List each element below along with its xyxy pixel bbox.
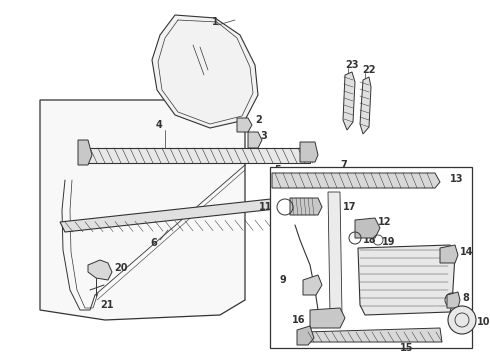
Text: 6: 6 — [150, 238, 157, 248]
Polygon shape — [343, 72, 355, 130]
Text: 3: 3 — [260, 131, 267, 141]
Text: 2: 2 — [255, 115, 262, 125]
Polygon shape — [248, 132, 262, 148]
Polygon shape — [360, 77, 371, 134]
Text: 5: 5 — [274, 165, 281, 175]
Polygon shape — [272, 173, 440, 188]
Polygon shape — [237, 118, 252, 132]
Text: 4: 4 — [155, 120, 162, 130]
Text: 7: 7 — [340, 160, 347, 170]
Circle shape — [448, 306, 476, 334]
Polygon shape — [328, 192, 342, 315]
Text: 9: 9 — [279, 275, 286, 285]
Text: 21: 21 — [100, 300, 114, 310]
Polygon shape — [300, 142, 318, 162]
Text: 12: 12 — [378, 217, 392, 227]
Polygon shape — [290, 198, 322, 215]
Polygon shape — [310, 308, 345, 328]
Text: 18: 18 — [363, 235, 377, 245]
Text: 23: 23 — [345, 60, 359, 70]
Polygon shape — [447, 292, 460, 308]
Polygon shape — [305, 328, 442, 342]
Polygon shape — [78, 140, 92, 165]
Text: 19: 19 — [382, 237, 395, 247]
Text: 22: 22 — [362, 65, 375, 75]
Text: 1: 1 — [212, 17, 219, 27]
Polygon shape — [358, 245, 455, 315]
Text: 16: 16 — [292, 315, 305, 325]
Polygon shape — [40, 100, 245, 320]
Bar — [270, 167, 472, 348]
Text: 20: 20 — [114, 263, 127, 273]
Text: 8: 8 — [462, 293, 469, 303]
Text: 13: 13 — [450, 174, 464, 184]
Polygon shape — [60, 198, 285, 232]
Polygon shape — [440, 245, 458, 263]
Polygon shape — [303, 275, 322, 295]
Polygon shape — [297, 326, 314, 345]
Polygon shape — [88, 260, 112, 280]
Polygon shape — [85, 148, 310, 163]
Text: 17: 17 — [343, 202, 357, 212]
Text: 10: 10 — [477, 317, 490, 327]
Text: 11: 11 — [259, 202, 272, 212]
Text: 15: 15 — [400, 343, 414, 353]
Polygon shape — [355, 218, 380, 238]
Text: 14: 14 — [460, 247, 473, 257]
Polygon shape — [152, 15, 258, 128]
